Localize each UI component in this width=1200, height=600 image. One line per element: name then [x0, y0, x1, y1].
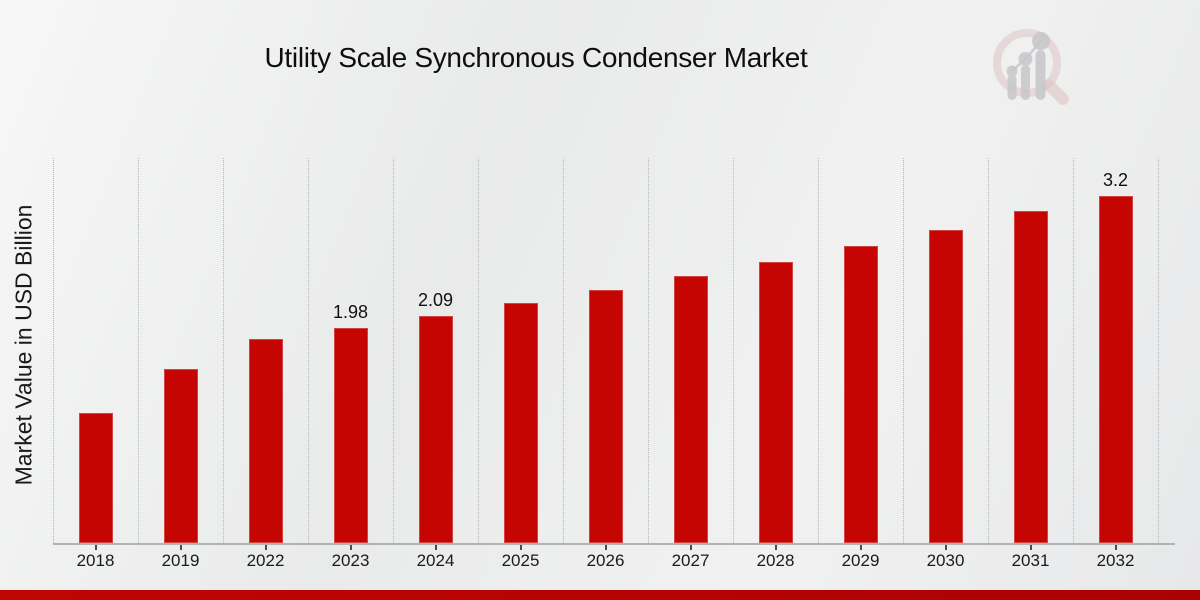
bar-2030	[928, 230, 963, 543]
bar-value-label: 2.09	[417, 290, 454, 310]
y-axis-label: Market Value in USD Billion	[10, 204, 37, 486]
gridline	[1158, 158, 1159, 543]
gridline	[733, 158, 734, 543]
gridline	[393, 158, 394, 543]
bar-2023	[333, 328, 368, 543]
x-tick-mark	[944, 545, 947, 550]
x-tick-mark	[689, 545, 692, 550]
gridline	[223, 158, 224, 543]
x-tick-label: 2019	[161, 551, 200, 570]
x-axis-line	[53, 543, 1175, 545]
x-tick-mark	[264, 545, 267, 550]
x-tick-label: 2026	[586, 551, 625, 570]
bar-2028	[758, 262, 793, 543]
gridline	[903, 158, 904, 543]
gridline	[988, 158, 989, 543]
bar-2032	[1098, 196, 1133, 543]
x-tick-mark	[774, 545, 777, 550]
bar-value-label: 1.98	[332, 302, 369, 322]
x-tick-label: 2024	[416, 551, 455, 570]
gridline	[53, 158, 54, 543]
x-tick-mark	[859, 545, 862, 550]
bar-2025	[503, 303, 538, 543]
bar-2026	[588, 290, 623, 543]
plot-area: 1.98 2.09 3.2	[53, 158, 1159, 543]
x-tick-label: 2018	[76, 551, 115, 570]
bar-2024	[418, 316, 453, 543]
x-tick-label: 2025	[501, 551, 540, 570]
x-tick-mark	[179, 545, 182, 550]
x-tick-mark	[94, 545, 97, 550]
chart-title: Utility Scale Synchronous Condenser Mark…	[264, 42, 808, 73]
gridline	[648, 158, 649, 543]
x-tick-label: 2031	[1011, 551, 1050, 570]
x-tick-label: 2023	[331, 551, 370, 570]
gridline	[563, 158, 564, 543]
x-tick-mark	[1114, 545, 1117, 550]
bar-2027	[673, 276, 708, 543]
magnifier-bar-chart-logo-icon	[993, 29, 1069, 105]
gridline	[1073, 158, 1074, 543]
x-tick-label: 2030	[926, 551, 965, 570]
x-tick-mark	[434, 545, 437, 550]
x-tick-label: 2028	[756, 551, 795, 570]
bar-2029	[843, 246, 878, 543]
bar-value-label: 3.2	[1102, 170, 1129, 190]
gridline	[138, 158, 139, 543]
bar-2022	[248, 339, 283, 543]
gridline	[308, 158, 309, 543]
bar-2031	[1013, 211, 1048, 543]
x-tick-mark	[519, 545, 522, 550]
bar-2019	[163, 369, 198, 543]
x-tick-label: 2029	[841, 551, 880, 570]
x-tick-mark	[349, 545, 352, 550]
x-tick-mark	[604, 545, 607, 550]
x-tick-label: 2022	[246, 551, 285, 570]
gridline	[818, 158, 819, 543]
bar-2018	[78, 413, 113, 543]
x-tick-label: 2032	[1096, 551, 1135, 570]
footer-brand-band	[0, 590, 1200, 600]
gridline	[478, 158, 479, 543]
x-tick-label: 2027	[671, 551, 710, 570]
x-tick-mark	[1029, 545, 1032, 550]
